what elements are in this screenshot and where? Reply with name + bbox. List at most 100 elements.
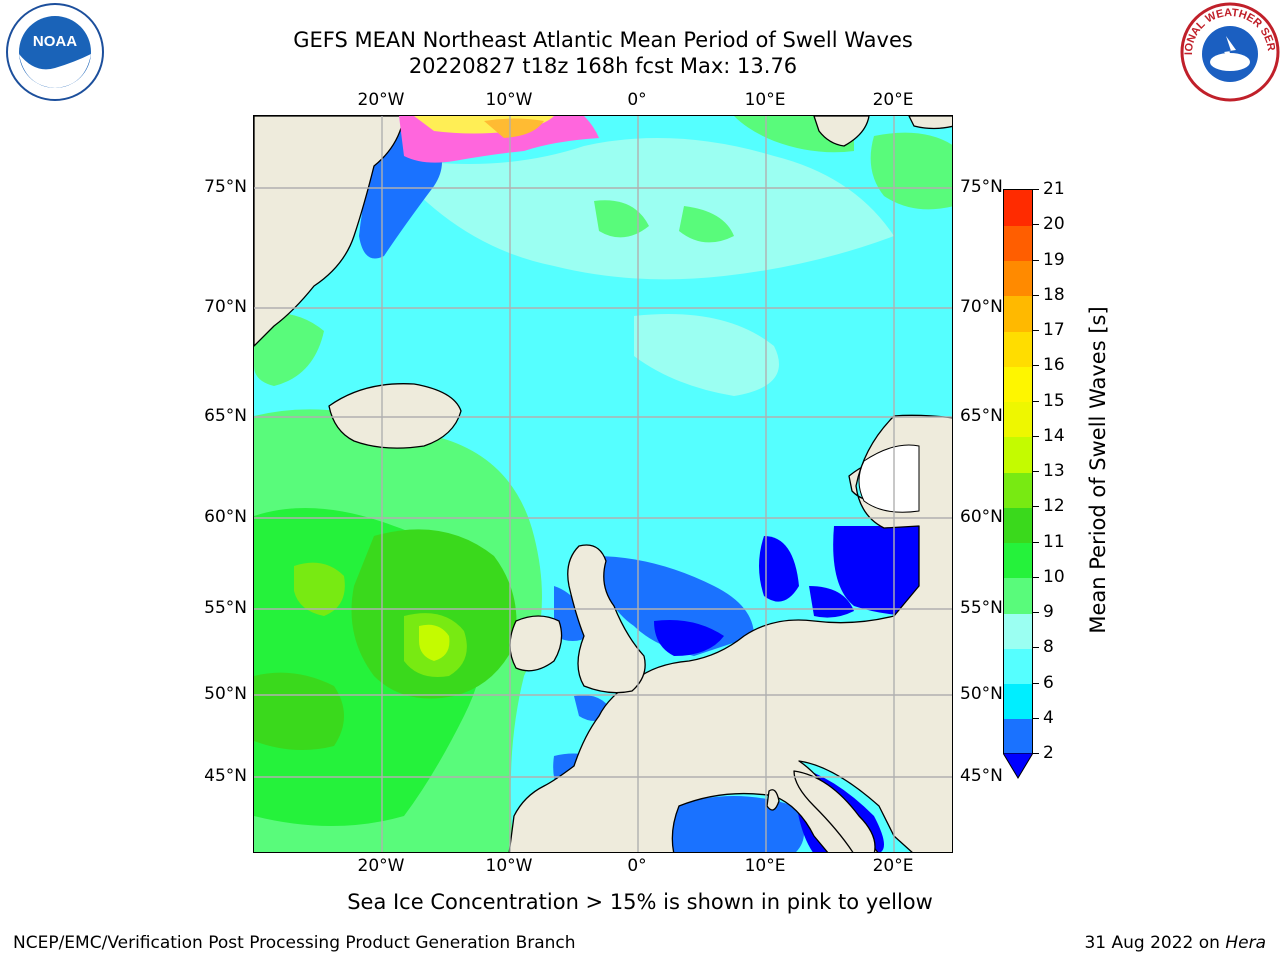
- colorbar-tick-label: 16: [1043, 355, 1065, 376]
- colorbar-segment: [1004, 577, 1032, 614]
- chart-title: GEFS MEAN Northeast Atlantic Mean Period…: [293, 28, 913, 52]
- lon-label-top-20e: 20°E: [872, 90, 914, 110]
- footer-date-text: 31 Aug 2022 on: [1084, 933, 1220, 953]
- colorbar-tick-label: 10: [1043, 566, 1065, 587]
- colorbar-tick: [1033, 400, 1039, 402]
- colorbar-segment: [1004, 718, 1032, 755]
- colorbar-segment: [1004, 542, 1032, 579]
- lon-label-bottom-20e: 20°E: [872, 856, 914, 876]
- swell-field-atlantic: [254, 409, 542, 852]
- lat-label-left-65n: 65°N: [204, 406, 247, 426]
- lon-label-top-10w: 10°W: [485, 90, 533, 110]
- colorbar-tick: [1033, 224, 1039, 226]
- colorbar-tick-label: 18: [1043, 284, 1065, 305]
- colorbar-tick: [1033, 189, 1039, 190]
- noaa-logo-text: NOAA: [33, 33, 77, 50]
- colorbar-segment: [1004, 507, 1032, 543]
- colorbar-tick-label: 9: [1043, 602, 1054, 622]
- colorbar-tick: [1033, 576, 1039, 578]
- footer-credit: NCEP/EMC/Verification Post Processing Pr…: [13, 933, 576, 953]
- colorbar-segment: [1004, 613, 1032, 649]
- land-svalbard: [813, 116, 870, 147]
- lat-label-right-45n: 45°N: [960, 766, 1003, 786]
- map-svg: [254, 116, 952, 852]
- lat-label-left-70n: 70°N: [204, 297, 247, 317]
- lat-label-left-55n: 55°N: [204, 598, 247, 618]
- lat-label-right-65n: 65°N: [960, 406, 1003, 426]
- colorbar-tick-label: 2: [1043, 743, 1054, 763]
- lat-label-right-60n: 60°N: [960, 507, 1003, 527]
- colorbar-tick: [1033, 259, 1039, 261]
- colorbar-tick-label: 20: [1043, 214, 1065, 235]
- colorbar-tick: [1033, 682, 1039, 684]
- colorbar-segment: [1004, 225, 1032, 261]
- colorbar-tick-label: 4: [1043, 707, 1054, 728]
- lat-label-right-50n: 50°N: [960, 684, 1003, 704]
- colorbar-tick: [1033, 717, 1039, 719]
- lon-label-top-0: 0°: [627, 90, 647, 110]
- colorbar-tick: [1033, 612, 1039, 613]
- lat-label-right-55n: 55°N: [960, 598, 1003, 618]
- graticule: [254, 116, 952, 852]
- lon-label-bottom-10e: 10°E: [744, 856, 786, 876]
- land-greenland: [254, 116, 405, 347]
- lat-label-left-75n: 75°N: [204, 177, 247, 197]
- colorbar-tick: [1033, 294, 1039, 296]
- colorbar-tick: [1033, 435, 1039, 437]
- colorbar-tick-label: 17: [1043, 320, 1065, 340]
- colorbar-tick-label: 15: [1043, 390, 1065, 411]
- colorbar-segment: [1004, 331, 1032, 367]
- colorbar-tick-label: 13: [1043, 461, 1065, 481]
- colorbar-segment: [1004, 648, 1032, 684]
- land-italy: [793, 770, 876, 852]
- colorbar-tick-label: 6: [1043, 672, 1054, 693]
- lon-label-bottom-10w: 10°W: [485, 856, 533, 876]
- colorbar-tick-label: 19: [1043, 249, 1065, 270]
- sea-ice: [399, 116, 599, 163]
- colorbar-tick-label: 11: [1043, 531, 1065, 552]
- colorbar-tick: [1033, 541, 1039, 543]
- colorbar-tick: [1033, 753, 1039, 754]
- map-panel: [253, 115, 953, 853]
- lon-label-bottom-20w: 20°W: [357, 856, 405, 876]
- colorbar-extend-triangle: [1003, 753, 1034, 779]
- colorbar-segment: [1004, 683, 1032, 720]
- land-ireland: [509, 615, 563, 672]
- colorbar-segment: [1004, 366, 1032, 402]
- lon-label-top-20w: 20°W: [357, 90, 405, 110]
- colorbar-segment: [1004, 260, 1032, 297]
- colorbar-tick-label: 14: [1043, 425, 1065, 446]
- colorbar-tick: [1033, 365, 1039, 367]
- colorbar: [1003, 189, 1033, 755]
- colorbar-tick: [1033, 471, 1039, 472]
- colorbar-tick: [1033, 506, 1039, 508]
- land: [254, 116, 952, 852]
- colorbar-tick-label: 12: [1043, 496, 1065, 517]
- land-great-britain: [567, 544, 646, 694]
- colorbar-title: Mean Period of Swell Waves [s]: [1086, 306, 1110, 634]
- colorbar-segment: [1004, 401, 1032, 438]
- land-svalbard-east: [908, 116, 952, 130]
- colorbar-tick-label: 21: [1043, 179, 1065, 199]
- lat-label-left-50n: 50°N: [204, 684, 247, 704]
- colorbar-segment: [1004, 295, 1032, 332]
- footer-host: Hera: [1225, 933, 1266, 953]
- colorbar-tick: [1033, 330, 1039, 331]
- colorbar-segment: [1004, 190, 1032, 226]
- colorbar-tick-label: 8: [1043, 637, 1054, 658]
- lat-label-left-45n: 45°N: [204, 766, 247, 786]
- noaa-logo: NOAA: [6, 3, 104, 101]
- footer-date: 31 Aug 2022 on Hera: [1084, 933, 1266, 953]
- land-iceland: [328, 383, 462, 449]
- sea-ice-note: Sea Ice Concentration > 15% is shown in …: [347, 890, 933, 914]
- lon-label-top-10e: 10°E: [744, 90, 786, 110]
- chart-subtitle: 20220827 t18z 168h fcst Max: 13.76: [408, 54, 798, 78]
- colorbar-segment: [1004, 472, 1032, 508]
- lon-label-bottom-0: 0°: [627, 856, 647, 876]
- lat-label-left-60n: 60°N: [204, 507, 247, 527]
- land-corsica: [766, 789, 780, 811]
- lat-label-right-75n: 75°N: [960, 177, 1003, 197]
- nws-logo: NATIONAL WEATHER SERVICE: [1180, 2, 1280, 102]
- colorbar-segment: [1004, 436, 1032, 473]
- colorbar-tick: [1033, 647, 1039, 649]
